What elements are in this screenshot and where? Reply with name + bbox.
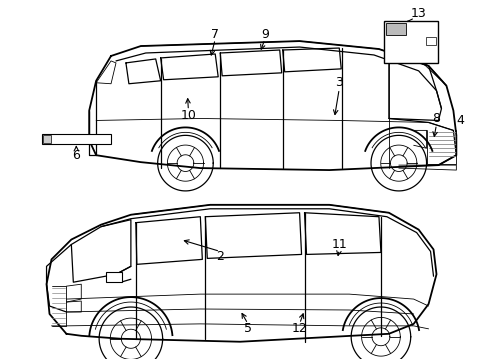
Bar <box>106 272 122 282</box>
Bar <box>425 37 435 45</box>
Text: 7: 7 <box>211 28 219 41</box>
Text: 3: 3 <box>335 76 343 89</box>
Text: 6: 6 <box>72 149 80 162</box>
Bar <box>41 134 111 144</box>
Text: 4: 4 <box>455 114 463 127</box>
Text: 9: 9 <box>261 28 268 41</box>
Bar <box>42 135 50 143</box>
Text: 10: 10 <box>180 109 196 122</box>
Text: 13: 13 <box>410 7 426 20</box>
Text: 5: 5 <box>244 322 251 336</box>
Bar <box>383 21 438 63</box>
Bar <box>385 23 405 35</box>
Text: 11: 11 <box>331 238 346 251</box>
Text: 12: 12 <box>291 322 307 336</box>
Text: 2: 2 <box>216 250 224 263</box>
Text: 8: 8 <box>431 112 440 125</box>
